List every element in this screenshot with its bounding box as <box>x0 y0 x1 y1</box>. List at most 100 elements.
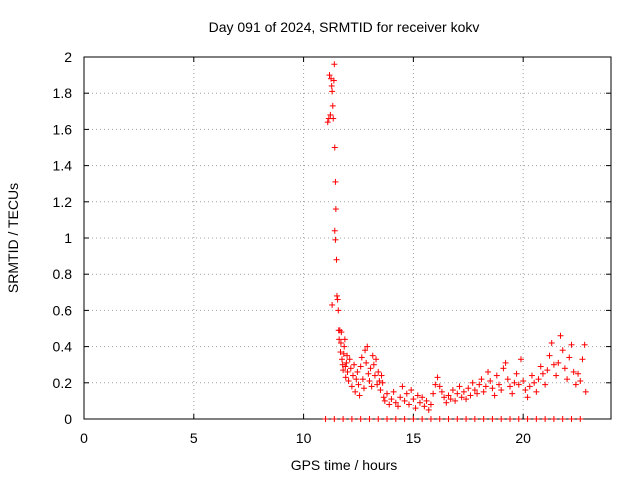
data-point <box>335 307 342 314</box>
data-point <box>533 416 540 422</box>
data-point <box>535 376 542 383</box>
y-tick-label: 1.4 <box>53 158 73 174</box>
data-point <box>329 88 336 95</box>
data-point <box>568 341 575 348</box>
data-point <box>438 388 445 395</box>
x-tick-label: 5 <box>190 430 198 446</box>
data-point <box>344 352 351 359</box>
data-point <box>365 370 372 377</box>
axis-ticks: 00.20.40.60.811.21.41.61.820 5 10 15 20 <box>53 49 611 446</box>
y-tick-label: 1.2 <box>53 194 73 210</box>
data-point <box>419 394 426 401</box>
data-point <box>427 401 434 408</box>
data-point <box>322 416 329 422</box>
data-point <box>412 405 419 412</box>
data-point <box>456 383 463 390</box>
data-point <box>332 178 339 185</box>
data-point <box>577 416 584 422</box>
data-point <box>553 372 560 379</box>
data-point <box>476 381 483 388</box>
data-point <box>366 416 373 422</box>
data-point <box>509 390 516 397</box>
data-point <box>366 377 373 384</box>
data-point <box>376 377 383 384</box>
data-point <box>531 379 538 386</box>
data-point <box>504 376 511 383</box>
data-point <box>533 388 540 395</box>
data-point <box>559 347 566 354</box>
data-point <box>334 296 341 303</box>
data-point <box>564 376 571 383</box>
data-point <box>410 416 417 422</box>
data-point <box>340 367 347 374</box>
data-point <box>427 416 434 422</box>
data-point <box>520 377 527 384</box>
data-point <box>357 416 364 422</box>
data-point <box>367 365 374 372</box>
data-point <box>506 416 513 422</box>
y-axis-label: SRMTID / TECUs <box>5 183 21 293</box>
data-point <box>432 381 439 388</box>
data-point <box>340 416 347 422</box>
data-point <box>465 385 472 392</box>
data-point <box>344 368 351 375</box>
data-point <box>443 399 450 406</box>
y-tick-label: 0.2 <box>53 375 73 391</box>
data-point <box>452 397 459 404</box>
data-point <box>381 397 388 404</box>
data-point <box>347 365 354 372</box>
data-point <box>480 388 487 395</box>
x-tick-label: 0 <box>80 430 88 446</box>
data-point <box>566 354 573 361</box>
data-point <box>539 370 546 377</box>
data-point <box>544 367 551 374</box>
data-point <box>345 377 352 384</box>
data-point <box>469 379 476 386</box>
data-point <box>401 397 408 404</box>
data-point <box>423 397 430 404</box>
data-point <box>342 363 349 370</box>
data-point <box>517 356 524 363</box>
data-point <box>375 368 382 375</box>
data-point <box>579 356 586 363</box>
data-point <box>397 394 404 401</box>
data-point <box>373 356 380 363</box>
data-point <box>449 387 456 394</box>
x-tick-label: 20 <box>515 430 531 446</box>
data-point <box>337 339 344 346</box>
data-point <box>467 392 474 399</box>
data-point <box>482 383 489 390</box>
data-point <box>362 347 369 354</box>
data-point <box>331 227 338 234</box>
data-point <box>395 403 402 410</box>
data-point <box>524 416 531 422</box>
data-point <box>463 416 470 422</box>
data-point <box>354 368 361 375</box>
data-point <box>333 256 340 263</box>
data-point <box>390 388 397 395</box>
data-point <box>425 406 432 413</box>
data-point <box>399 383 406 390</box>
data-point <box>342 374 349 381</box>
data-point <box>515 381 522 388</box>
y-tick-label: 1.8 <box>53 85 73 101</box>
data-point <box>515 416 522 422</box>
data-point <box>384 416 391 422</box>
data-point <box>463 396 470 403</box>
data-point <box>436 383 443 390</box>
data-point <box>332 236 339 243</box>
data-point <box>434 374 441 381</box>
data-point <box>581 341 588 348</box>
data-point <box>502 359 509 366</box>
data-point <box>343 359 350 366</box>
data-point <box>331 144 338 151</box>
data-point <box>447 396 454 403</box>
data-point <box>487 377 494 384</box>
y-tick-label: 1 <box>64 230 72 246</box>
data-point <box>405 401 412 408</box>
data-point <box>430 390 437 397</box>
data-point <box>546 352 553 359</box>
data-point <box>441 394 448 401</box>
data-point <box>338 329 345 336</box>
data-point <box>542 381 549 388</box>
